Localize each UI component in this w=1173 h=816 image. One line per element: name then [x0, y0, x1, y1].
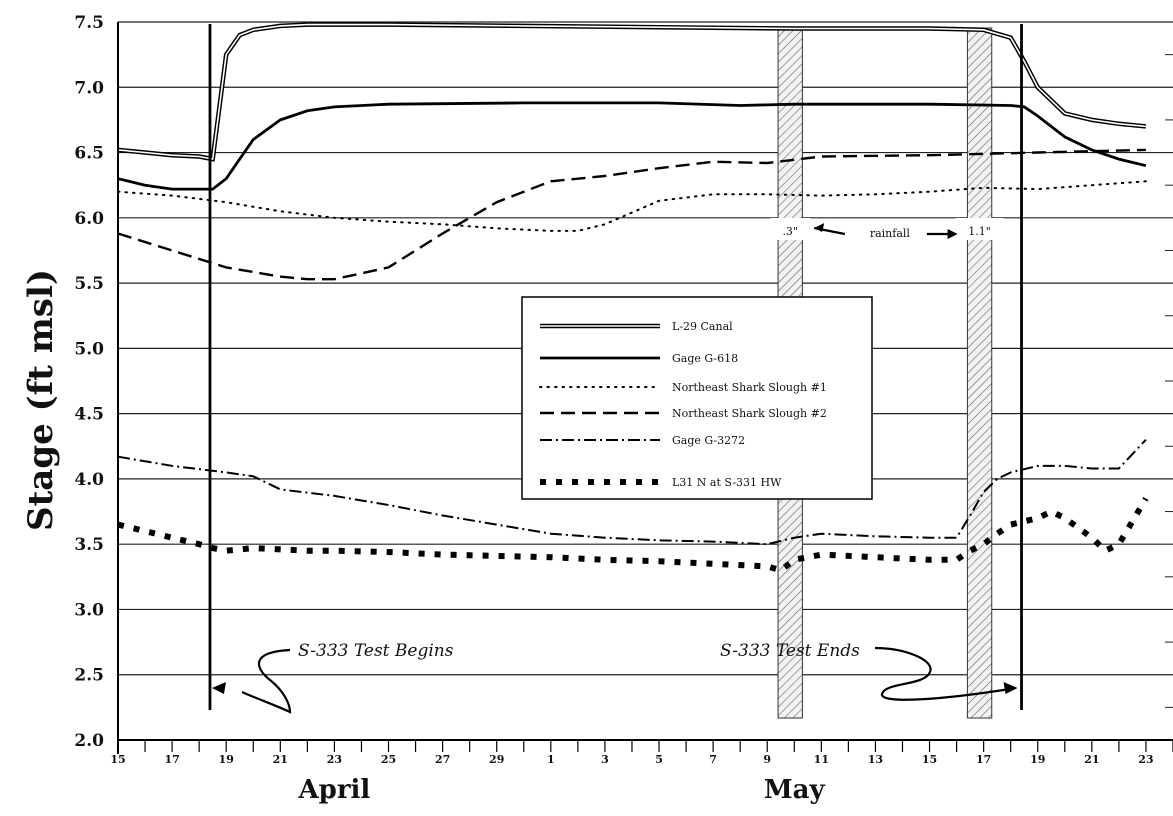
x-tick-label: 29 — [489, 753, 504, 766]
x-tick-label: 11 — [814, 753, 829, 766]
series-line-4 — [117, 148, 1146, 281]
rain-arrowhead-right — [947, 229, 958, 239]
x-tick-label: 5 — [655, 753, 663, 766]
rainfall-amount-label: .3" — [782, 225, 798, 238]
x-tick-label: 7 — [709, 753, 717, 766]
y-tick-label: 2.0 — [74, 731, 104, 751]
y-tick-label: 5.0 — [74, 339, 104, 359]
x-tick-label: 3 — [601, 753, 609, 766]
y-tick-label: 4.5 — [74, 405, 104, 425]
rain-arrowhead-left — [814, 223, 825, 232]
rainfall-band — [966, 27, 993, 719]
y-tick-label: 6.5 — [74, 144, 104, 164]
series-line-1 — [117, 22, 1147, 162]
y-tick-label: 5.5 — [74, 274, 104, 294]
month-label: May — [764, 775, 826, 805]
legend-entry-label: Northeast Shark Slough #1 — [672, 381, 827, 394]
legend-entry-label: Gage G-618 — [672, 352, 738, 365]
y-axis-label: Stage (ft msl) — [21, 269, 61, 531]
x-tick-label: 13 — [868, 753, 883, 766]
x-tick-label: 17 — [976, 753, 991, 766]
x-tick-label: 15 — [922, 753, 937, 766]
x-tick-label: 19 — [219, 753, 234, 766]
month-label: April — [298, 775, 371, 805]
x-tick-label: 23 — [1138, 753, 1153, 766]
annotation-bg — [290, 636, 462, 662]
legend-entry-label: Gage G-3272 — [672, 434, 745, 447]
annotations: .3" 1.1" rainfall S-333 Test Begins S-333 Te… — [211, 218, 1018, 714]
y-tick-label: 6.0 — [74, 209, 104, 229]
x-tick-label: 19 — [1030, 753, 1045, 766]
test-ends-label: S-333 Test Ends — [720, 641, 860, 661]
x-tick-label: 25 — [381, 753, 396, 766]
rain-label-bg — [955, 218, 1004, 240]
series-line-5 — [117, 439, 1147, 546]
legend: L-29 Canal Gage G-618 Northeast Shark Slou… — [521, 296, 873, 500]
y-tick-label: 2.5 — [74, 666, 104, 686]
test-ends-arrow — [874, 646, 1011, 701]
x-tick-label: 9 — [763, 753, 771, 766]
legend-entry-label: L31 N at S-331 HW — [672, 476, 782, 489]
test-begins-arrow — [241, 648, 292, 714]
test-begins-label: S-333 Test Begins — [298, 641, 454, 661]
test-begins-arrowhead — [211, 682, 226, 694]
test-ends-arrowhead — [1003, 682, 1018, 694]
y-tick-label: 7.5 — [74, 13, 104, 33]
x-tick-label: 15 — [110, 753, 125, 766]
x-tick-label: 23 — [327, 753, 342, 766]
x-tick-label: 1 — [547, 753, 555, 766]
legend-box — [521, 296, 873, 500]
x-tick-label: 17 — [164, 753, 179, 766]
rain-word-bg — [844, 222, 925, 242]
axes: 7.57.06.56.05.55.04.54.03.53.02.52.015 17… — [74, 13, 1173, 805]
rainfall-amount-label: 1.1" — [968, 225, 991, 238]
test-event-lines — [208, 24, 1023, 710]
y-tick-label: 4.0 — [74, 470, 104, 490]
rainfall-label: rainfall — [870, 227, 911, 240]
rain-label-bg — [770, 218, 811, 240]
series-line-3 — [117, 180, 1147, 232]
legend-entry-label: Northeast Shark Slough #2 — [672, 407, 827, 420]
legend-entry-label: L-29 Canal — [672, 320, 733, 333]
y-tick-label: 7.0 — [74, 78, 104, 98]
x-tick-label: 27 — [435, 753, 450, 766]
series-line-6 — [117, 496, 1149, 574]
y-tick-label: 3.0 — [74, 600, 104, 620]
series-line-1-inner — [117, 23, 1146, 161]
x-tick-label: 21 — [273, 753, 288, 766]
y-tick-label: 3.5 — [74, 535, 104, 555]
x-tick-label: 21 — [1084, 753, 1099, 766]
